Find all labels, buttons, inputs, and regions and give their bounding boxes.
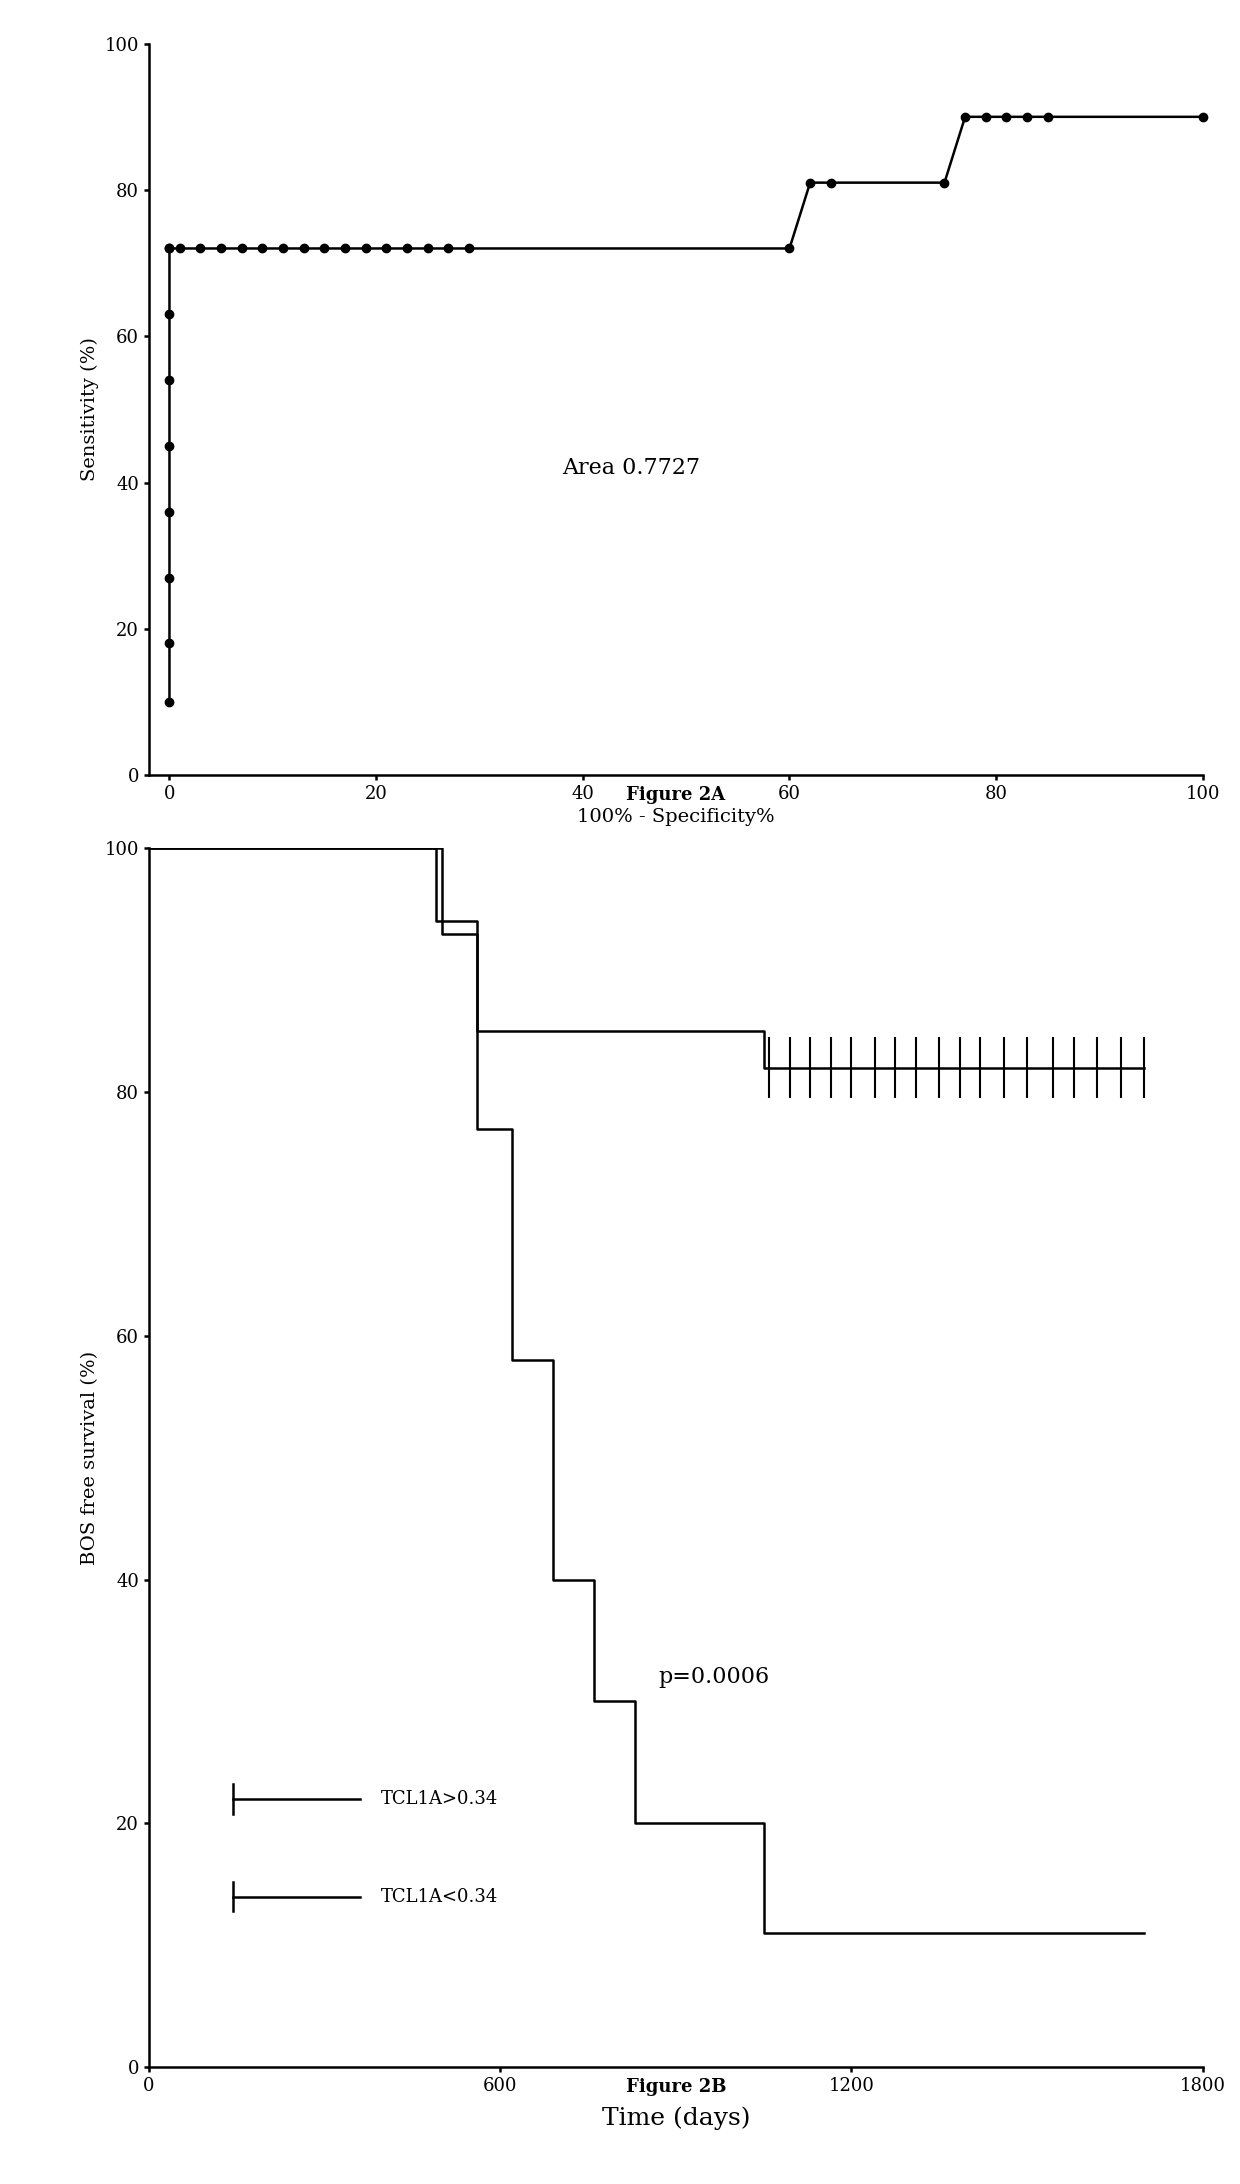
Text: TCL1A>0.34: TCL1A>0.34 xyxy=(381,1791,498,1808)
Y-axis label: BOS free survival (%): BOS free survival (%) xyxy=(81,1350,99,1564)
X-axis label: 100% - Specificity%: 100% - Specificity% xyxy=(577,808,775,826)
Text: Figure 2A: Figure 2A xyxy=(626,786,725,804)
Text: Area 0.7727: Area 0.7727 xyxy=(562,456,701,478)
Y-axis label: Sensitivity (%): Sensitivity (%) xyxy=(81,339,99,480)
Text: p=0.0006: p=0.0006 xyxy=(658,1666,769,1688)
Text: Figure 2B: Figure 2B xyxy=(625,2079,727,2097)
X-axis label: Time (days): Time (days) xyxy=(601,2105,750,2129)
Text: TCL1A<0.34: TCL1A<0.34 xyxy=(381,1887,498,1904)
